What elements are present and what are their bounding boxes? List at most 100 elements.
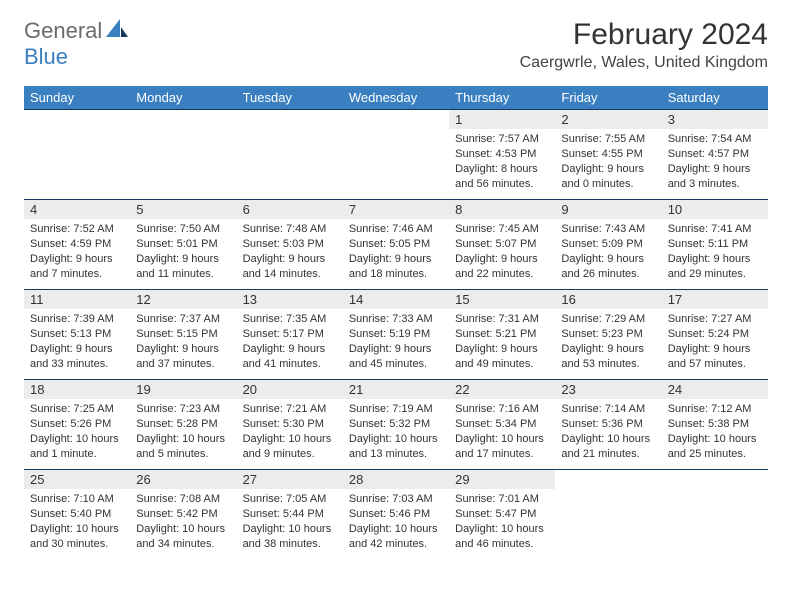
calendar-day-cell: 26Sunrise: 7:08 AMSunset: 5:42 PMDayligh… xyxy=(130,470,236,560)
calendar-day-cell: 11Sunrise: 7:39 AMSunset: 5:13 PMDayligh… xyxy=(24,290,130,380)
weekday-header: Tuesday xyxy=(237,86,343,110)
day-info: Sunrise: 7:25 AMSunset: 5:26 PMDaylight:… xyxy=(24,399,130,467)
calendar-day-cell xyxy=(662,470,768,560)
day-info: Sunrise: 7:14 AMSunset: 5:36 PMDaylight:… xyxy=(555,399,661,467)
day-info-line: Sunset: 5:30 PM xyxy=(243,417,337,432)
day-info-line: Daylight: 10 hours xyxy=(455,522,549,537)
day-info: Sunrise: 7:55 AMSunset: 4:55 PMDaylight:… xyxy=(555,129,661,197)
calendar-day-cell: 15Sunrise: 7:31 AMSunset: 5:21 PMDayligh… xyxy=(449,290,555,380)
day-number: 28 xyxy=(343,470,449,489)
day-info-line: Sunrise: 7:14 AM xyxy=(561,402,655,417)
day-number: 10 xyxy=(662,200,768,219)
day-number: 12 xyxy=(130,290,236,309)
day-info-line: Sunrise: 7:43 AM xyxy=(561,222,655,237)
day-info-line: Daylight: 10 hours xyxy=(136,432,230,447)
day-info: Sunrise: 7:50 AMSunset: 5:01 PMDaylight:… xyxy=(130,219,236,287)
calendar-day-cell: 2Sunrise: 7:55 AMSunset: 4:55 PMDaylight… xyxy=(555,110,661,200)
day-info-line: and 25 minutes. xyxy=(668,447,762,462)
day-info-line: Sunset: 5:03 PM xyxy=(243,237,337,252)
day-info-line: Sunrise: 7:10 AM xyxy=(30,492,124,507)
day-info-line: Sunset: 5:26 PM xyxy=(30,417,124,432)
weekday-header: Sunday xyxy=(24,86,130,110)
calendar-day-cell: 10Sunrise: 7:41 AMSunset: 5:11 PMDayligh… xyxy=(662,200,768,290)
day-info-line: and 13 minutes. xyxy=(349,447,443,462)
day-info-line: and 33 minutes. xyxy=(30,357,124,372)
calendar-day-cell: 16Sunrise: 7:29 AMSunset: 5:23 PMDayligh… xyxy=(555,290,661,380)
month-title: February 2024 xyxy=(520,18,768,52)
day-info-line: and 46 minutes. xyxy=(455,537,549,552)
day-number: 7 xyxy=(343,200,449,219)
day-info-line: Daylight: 10 hours xyxy=(30,432,124,447)
day-info: Sunrise: 7:01 AMSunset: 5:47 PMDaylight:… xyxy=(449,489,555,557)
day-info-line: Sunset: 5:11 PM xyxy=(668,237,762,252)
calendar-day-cell: 7Sunrise: 7:46 AMSunset: 5:05 PMDaylight… xyxy=(343,200,449,290)
day-info: Sunrise: 7:29 AMSunset: 5:23 PMDaylight:… xyxy=(555,309,661,377)
day-info-line: Sunrise: 7:21 AM xyxy=(243,402,337,417)
day-info-line: Sunrise: 7:50 AM xyxy=(136,222,230,237)
day-info-line: Sunset: 5:36 PM xyxy=(561,417,655,432)
day-info-line: Daylight: 9 hours xyxy=(668,342,762,357)
day-number: 1 xyxy=(449,110,555,129)
day-info-line: and 21 minutes. xyxy=(561,447,655,462)
calendar-day-cell: 3Sunrise: 7:54 AMSunset: 4:57 PMDaylight… xyxy=(662,110,768,200)
day-info-line: Sunrise: 7:27 AM xyxy=(668,312,762,327)
day-info-line: Sunrise: 7:54 AM xyxy=(668,132,762,147)
day-info-line: Sunset: 5:32 PM xyxy=(349,417,443,432)
day-number: 19 xyxy=(130,380,236,399)
day-info-line: Sunset: 5:44 PM xyxy=(243,507,337,522)
calendar-day-cell: 18Sunrise: 7:25 AMSunset: 5:26 PMDayligh… xyxy=(24,380,130,470)
calendar-week-row: 25Sunrise: 7:10 AMSunset: 5:40 PMDayligh… xyxy=(24,470,768,560)
day-number: 4 xyxy=(24,200,130,219)
weekday-header: Wednesday xyxy=(343,86,449,110)
day-number: 23 xyxy=(555,380,661,399)
day-info-line: Sunset: 5:19 PM xyxy=(349,327,443,342)
day-number: 8 xyxy=(449,200,555,219)
calendar-day-cell: 5Sunrise: 7:50 AMSunset: 5:01 PMDaylight… xyxy=(130,200,236,290)
calendar-day-cell: 29Sunrise: 7:01 AMSunset: 5:47 PMDayligh… xyxy=(449,470,555,560)
day-info-line: Daylight: 9 hours xyxy=(561,162,655,177)
calendar-day-cell: 1Sunrise: 7:57 AMSunset: 4:53 PMDaylight… xyxy=(449,110,555,200)
day-info: Sunrise: 7:52 AMSunset: 4:59 PMDaylight:… xyxy=(24,219,130,287)
day-info-line: and 30 minutes. xyxy=(30,537,124,552)
day-info: Sunrise: 7:35 AMSunset: 5:17 PMDaylight:… xyxy=(237,309,343,377)
day-info-line: and 26 minutes. xyxy=(561,267,655,282)
weekday-header: Monday xyxy=(130,86,236,110)
calendar-week-row: 4Sunrise: 7:52 AMSunset: 4:59 PMDaylight… xyxy=(24,200,768,290)
day-info: Sunrise: 7:10 AMSunset: 5:40 PMDaylight:… xyxy=(24,489,130,557)
day-info: Sunrise: 7:03 AMSunset: 5:46 PMDaylight:… xyxy=(343,489,449,557)
day-info-line: Daylight: 10 hours xyxy=(455,432,549,447)
day-info: Sunrise: 7:48 AMSunset: 5:03 PMDaylight:… xyxy=(237,219,343,287)
day-info: Sunrise: 7:19 AMSunset: 5:32 PMDaylight:… xyxy=(343,399,449,467)
calendar-week-row: 11Sunrise: 7:39 AMSunset: 5:13 PMDayligh… xyxy=(24,290,768,380)
day-info: Sunrise: 7:21 AMSunset: 5:30 PMDaylight:… xyxy=(237,399,343,467)
day-info-line: Sunrise: 7:19 AM xyxy=(349,402,443,417)
calendar-day-cell: 8Sunrise: 7:45 AMSunset: 5:07 PMDaylight… xyxy=(449,200,555,290)
day-info: Sunrise: 7:33 AMSunset: 5:19 PMDaylight:… xyxy=(343,309,449,377)
day-info-line: and 0 minutes. xyxy=(561,177,655,192)
day-info-line: and 1 minute. xyxy=(30,447,124,462)
day-number: 27 xyxy=(237,470,343,489)
day-number: 2 xyxy=(555,110,661,129)
day-info: Sunrise: 7:37 AMSunset: 5:15 PMDaylight:… xyxy=(130,309,236,377)
day-info-line: Daylight: 9 hours xyxy=(349,342,443,357)
day-info-line: and 57 minutes. xyxy=(668,357,762,372)
day-info-line: Sunset: 5:13 PM xyxy=(30,327,124,342)
day-info-line: Daylight: 10 hours xyxy=(136,522,230,537)
day-info-line: Sunrise: 7:39 AM xyxy=(30,312,124,327)
day-info-line: and 38 minutes. xyxy=(243,537,337,552)
calendar-day-cell xyxy=(343,110,449,200)
day-number: 9 xyxy=(555,200,661,219)
day-info: Sunrise: 7:16 AMSunset: 5:34 PMDaylight:… xyxy=(449,399,555,467)
day-info-line: Sunrise: 7:55 AM xyxy=(561,132,655,147)
day-info-line: Daylight: 10 hours xyxy=(349,522,443,537)
day-info: Sunrise: 7:41 AMSunset: 5:11 PMDaylight:… xyxy=(662,219,768,287)
day-info-line: Daylight: 9 hours xyxy=(455,342,549,357)
day-info-line: Daylight: 10 hours xyxy=(243,522,337,537)
day-info-line: Sunrise: 7:33 AM xyxy=(349,312,443,327)
day-info: Sunrise: 7:23 AMSunset: 5:28 PMDaylight:… xyxy=(130,399,236,467)
day-info-line: Daylight: 9 hours xyxy=(561,252,655,267)
day-number: 26 xyxy=(130,470,236,489)
day-info-line: and 42 minutes. xyxy=(349,537,443,552)
day-info-line: and 22 minutes. xyxy=(455,267,549,282)
day-info-line: Sunrise: 7:29 AM xyxy=(561,312,655,327)
